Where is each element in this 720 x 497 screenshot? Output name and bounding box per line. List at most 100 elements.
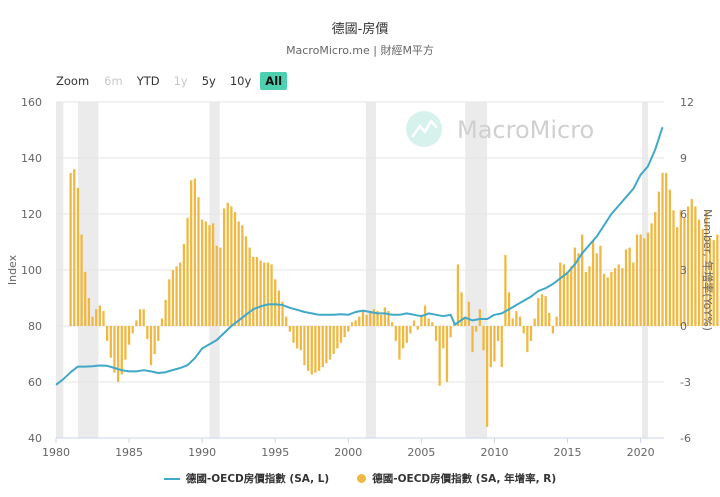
x-tick-label: 2000 <box>334 446 362 459</box>
bar <box>259 260 262 326</box>
bar <box>697 219 701 326</box>
bar <box>668 189 671 326</box>
y-right-tick-label: 6 <box>680 208 687 221</box>
bar <box>602 273 606 326</box>
bar <box>431 322 434 326</box>
bar <box>613 268 617 326</box>
bar <box>208 225 211 326</box>
bar <box>716 234 719 326</box>
x-tick-label: 2010 <box>480 446 508 459</box>
bar <box>182 243 186 326</box>
bar <box>606 277 609 326</box>
legend: 德國-OECD房價指數 (SA, L) 德國-OECD房價指數 (SA, 年增率… <box>0 471 720 486</box>
zoom-button-10y[interactable]: 10y <box>229 74 252 88</box>
bar <box>380 314 383 326</box>
zoom-bar: Zoom 6m YTD 1y 5y 10y All <box>56 72 291 90</box>
y-right-tick-label: 0 <box>680 320 687 333</box>
bar <box>657 191 661 326</box>
bar <box>438 326 441 386</box>
bar <box>708 238 712 326</box>
bar <box>504 255 507 326</box>
x-tick-label: 2015 <box>554 446 582 459</box>
bar <box>475 326 478 332</box>
bar <box>127 326 131 345</box>
bar <box>299 326 302 351</box>
bar <box>95 309 98 326</box>
bar <box>332 326 335 354</box>
zoom-button-all[interactable]: All <box>260 72 288 90</box>
x-tick-label: 2005 <box>407 446 435 459</box>
y-left-tick-label: 40 <box>28 432 42 445</box>
bar <box>442 326 445 349</box>
bar <box>573 247 576 326</box>
legend-item-line[interactable]: 德國-OECD房價指數 (SA, L) <box>163 471 330 486</box>
legend-item-bar[interactable]: 德國-OECD房價指數 (SA, 年增率, R) <box>357 471 556 486</box>
bar <box>635 234 639 326</box>
legend-label-line: 德國-OECD房價指數 (SA, L) <box>185 473 330 485</box>
bar <box>215 245 218 326</box>
y-left-tick-label: 100 <box>21 264 42 277</box>
bar <box>91 316 94 326</box>
zoom-button-5y[interactable]: 5y <box>201 74 216 88</box>
bar <box>120 326 123 375</box>
bar <box>157 326 160 341</box>
bar <box>577 253 580 326</box>
bar <box>482 326 485 351</box>
bar <box>515 311 518 326</box>
watermark-text: MacroMicro <box>457 116 594 144</box>
bar <box>281 301 284 326</box>
bar <box>98 305 101 326</box>
bar <box>350 322 354 326</box>
x-tick-label: 2020 <box>627 446 655 459</box>
bar <box>467 301 471 326</box>
bar <box>270 264 273 326</box>
bar <box>204 221 207 326</box>
bar <box>87 298 91 326</box>
watermark: MacroMicro <box>406 111 594 147</box>
bar <box>654 212 657 326</box>
bar <box>639 234 642 326</box>
zoom-button-ytd[interactable]: YTD <box>136 74 160 88</box>
bar <box>489 326 492 368</box>
bar <box>628 247 631 326</box>
bar <box>584 271 587 326</box>
bar <box>665 172 668 326</box>
zoom-button-1y[interactable]: 1y <box>173 74 188 88</box>
bar <box>328 326 332 360</box>
bar <box>193 178 196 326</box>
y-left-tick-label: 140 <box>21 152 42 165</box>
line-series-path <box>55 126 664 386</box>
bar <box>106 326 109 341</box>
bar <box>650 223 653 326</box>
bar <box>142 309 145 326</box>
axes: 40 60 80 100 120 140 160 -6 -3 0 3 6 9 12 1980 1985 1990… <box>21 96 694 459</box>
bar <box>274 279 277 326</box>
bar <box>69 172 72 326</box>
bar <box>610 271 613 326</box>
bar <box>591 240 595 326</box>
bar <box>222 208 226 326</box>
bar <box>109 326 112 358</box>
bar <box>255 256 259 326</box>
bar <box>460 292 463 326</box>
bar <box>434 326 438 341</box>
bar <box>365 314 368 326</box>
bar <box>522 326 525 334</box>
bar <box>712 240 715 326</box>
bar <box>252 256 255 326</box>
bar <box>445 326 449 382</box>
bar <box>464 316 467 326</box>
bar <box>496 326 500 341</box>
bar <box>595 253 598 326</box>
y-left-tick-label: 80 <box>28 320 42 333</box>
zoom-button-6m[interactable]: 6m <box>104 74 123 88</box>
bar <box>672 210 675 326</box>
bar <box>168 279 171 326</box>
bar <box>383 307 386 326</box>
bar <box>80 234 83 326</box>
bar <box>398 326 401 360</box>
bar <box>325 326 328 364</box>
bar <box>361 311 365 326</box>
bar <box>124 326 127 360</box>
